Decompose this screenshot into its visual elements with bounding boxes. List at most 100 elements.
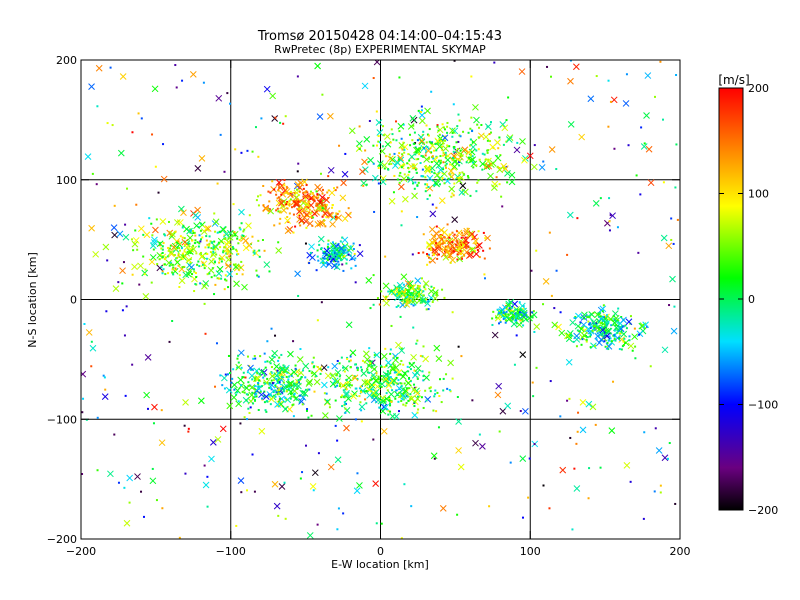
data-point-cross xyxy=(402,195,409,203)
data-point-dot xyxy=(272,379,275,382)
data-point-dot xyxy=(377,167,380,170)
data-point-dot xyxy=(288,202,291,205)
data-point-dot xyxy=(279,387,282,390)
data-point-dot xyxy=(228,255,231,258)
data-point-dot xyxy=(430,141,433,144)
data-point-dot xyxy=(435,242,438,245)
data-point-dot xyxy=(487,149,490,152)
data-point-dot xyxy=(296,170,299,173)
data-point-dot xyxy=(257,385,260,388)
data-point-dot xyxy=(398,152,401,155)
data-point-cross xyxy=(92,250,100,258)
data-point-dot xyxy=(150,222,153,225)
data-point-dot xyxy=(483,273,486,276)
data-point-dot xyxy=(443,296,446,299)
data-point-dot xyxy=(152,248,155,251)
data-point-dot xyxy=(240,366,243,369)
data-point-dot xyxy=(474,242,477,245)
data-point-dot xyxy=(402,403,405,406)
data-point-cross xyxy=(151,236,158,244)
data-point-dot xyxy=(398,289,401,292)
data-point-dot xyxy=(422,233,425,236)
data-point-dot xyxy=(422,175,425,178)
data-point-dot xyxy=(614,333,617,336)
data-point-dot xyxy=(168,340,171,343)
data-point-dot xyxy=(548,507,551,510)
data-point-dot xyxy=(266,400,269,403)
data-point-dot xyxy=(476,249,479,252)
data-point-cross xyxy=(284,217,291,224)
data-point-dot xyxy=(310,211,313,214)
data-point-dot xyxy=(531,381,534,384)
data-point-cross xyxy=(449,256,456,264)
data-point-dot xyxy=(469,247,472,250)
data-point-dot xyxy=(406,162,409,165)
data-point-dot xyxy=(427,185,430,188)
data-point-cross xyxy=(365,362,373,370)
data-point-cross xyxy=(149,242,157,250)
data-point-cross xyxy=(578,325,585,333)
data-point-dot xyxy=(135,203,138,206)
data-point-cross xyxy=(131,240,139,248)
data-point-dot xyxy=(243,416,246,419)
data-point-dot xyxy=(358,387,361,390)
data-point-dot xyxy=(255,269,258,272)
data-point-cross xyxy=(331,377,339,385)
data-point-dot xyxy=(230,245,233,248)
data-point-dot xyxy=(643,431,646,434)
data-point-dot xyxy=(502,318,505,321)
data-point-dot xyxy=(675,73,678,76)
data-point-dot xyxy=(428,256,431,259)
data-point-dot xyxy=(208,272,211,275)
data-point-dot xyxy=(233,388,236,391)
data-point-dot xyxy=(607,79,610,82)
data-point-dot xyxy=(198,242,201,245)
data-point-dot xyxy=(304,213,307,216)
data-point-dot xyxy=(454,243,457,246)
data-point-cross xyxy=(642,321,649,329)
data-point-dot xyxy=(387,168,390,171)
data-point-dot xyxy=(178,249,181,252)
data-point-dot xyxy=(434,183,437,186)
data-point-cross xyxy=(262,393,270,400)
data-point-dot xyxy=(264,409,267,412)
data-point-dot xyxy=(216,182,219,185)
data-point-dot xyxy=(321,188,324,191)
data-point-cross xyxy=(301,390,309,397)
data-point-dot xyxy=(259,194,262,197)
data-point-cross xyxy=(379,397,387,405)
x-tick-label: 100 xyxy=(520,545,541,558)
data-point-dot xyxy=(316,249,319,252)
data-point-dot xyxy=(437,426,440,429)
data-point-dot xyxy=(156,263,159,266)
data-point-dot xyxy=(312,216,315,219)
data-point-dot xyxy=(390,324,393,327)
data-point-dot xyxy=(315,204,318,207)
data-point-dot xyxy=(187,427,190,430)
data-point-cross xyxy=(85,329,93,336)
data-point-dot xyxy=(445,248,448,251)
data-point-dot xyxy=(423,147,426,150)
data-point-dot xyxy=(316,202,319,205)
data-point-dot xyxy=(568,397,571,400)
data-point-dot xyxy=(343,370,346,373)
data-point-dot xyxy=(213,293,216,296)
data-point-dot xyxy=(335,259,338,262)
data-point-dot xyxy=(621,345,624,348)
data-point-dot xyxy=(467,131,470,134)
data-point-cross xyxy=(439,504,447,512)
data-point-dot xyxy=(542,484,545,487)
data-point-cross xyxy=(320,261,327,269)
data-point-cross xyxy=(316,186,323,193)
data-point-dot xyxy=(398,410,401,413)
data-point-dot xyxy=(389,372,392,375)
data-point-dot xyxy=(473,249,476,252)
data-point-dot xyxy=(235,250,238,253)
data-point-dot xyxy=(317,452,320,455)
colorbar-tick-label: −200 xyxy=(748,504,778,517)
data-point-cross xyxy=(311,469,319,477)
data-point-cross xyxy=(490,184,498,191)
data-point-dot xyxy=(333,187,336,190)
data-point-dot xyxy=(437,253,440,256)
data-point-dot xyxy=(205,252,208,255)
